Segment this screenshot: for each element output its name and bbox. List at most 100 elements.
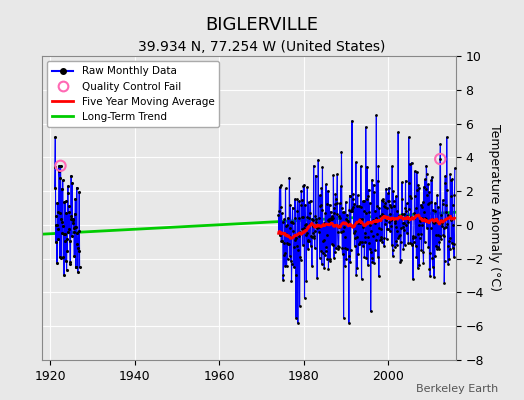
Point	[383, 225, 391, 232]
Point	[373, 231, 381, 237]
Point	[324, 218, 333, 224]
Point	[365, 240, 373, 246]
Point	[354, 250, 363, 257]
Point	[52, 222, 61, 228]
Point	[325, 202, 334, 208]
Point	[418, 222, 426, 228]
Point	[351, 228, 359, 234]
Point	[383, 236, 391, 242]
Point	[71, 264, 80, 270]
Point	[365, 200, 374, 206]
Point	[389, 252, 397, 259]
Point	[326, 208, 335, 215]
Point	[305, 210, 314, 216]
Point	[319, 250, 327, 256]
Point	[401, 241, 409, 248]
Point	[376, 226, 385, 232]
Point	[311, 228, 319, 234]
Point	[60, 199, 69, 205]
Point	[341, 245, 349, 251]
Point	[310, 162, 318, 169]
Point	[369, 182, 378, 188]
Point	[386, 211, 395, 217]
Point	[56, 254, 64, 260]
Point	[417, 230, 425, 237]
Point	[308, 234, 316, 240]
Point	[401, 205, 409, 211]
Point	[62, 258, 70, 264]
Point	[324, 187, 332, 194]
Point	[337, 205, 346, 212]
Point	[441, 173, 450, 179]
Point	[345, 206, 353, 213]
Point	[393, 228, 401, 234]
Point	[279, 272, 288, 278]
Point	[292, 242, 301, 249]
Point	[287, 219, 296, 225]
Point	[346, 247, 355, 253]
Point	[407, 195, 415, 202]
Point	[384, 226, 392, 232]
Point	[339, 228, 347, 234]
Point	[68, 216, 77, 223]
Point	[283, 222, 291, 228]
Point	[361, 230, 369, 236]
Point	[319, 238, 328, 245]
Point	[394, 234, 402, 241]
Point	[354, 192, 362, 198]
Point	[410, 214, 418, 221]
Point	[331, 191, 340, 198]
Point	[430, 218, 438, 225]
Point	[69, 224, 78, 231]
Point	[277, 210, 286, 217]
Point	[65, 226, 73, 232]
Point	[362, 124, 370, 130]
Point	[329, 214, 337, 221]
Point	[341, 263, 349, 269]
Point	[425, 189, 433, 196]
Point	[442, 209, 451, 215]
Point	[293, 208, 301, 214]
Point	[422, 216, 430, 222]
Point	[370, 247, 379, 253]
Point	[73, 241, 82, 248]
Point	[403, 218, 412, 225]
Text: BIGLERVILLE: BIGLERVILLE	[205, 16, 319, 34]
Point	[411, 193, 419, 199]
Point	[437, 212, 445, 218]
Point	[400, 227, 408, 233]
Point	[304, 199, 313, 205]
Point	[59, 254, 68, 260]
Point	[392, 242, 401, 248]
Point	[426, 273, 434, 279]
Point	[368, 232, 377, 239]
Point	[313, 224, 322, 230]
Point	[417, 247, 425, 254]
Point	[400, 210, 409, 217]
Point	[342, 216, 350, 222]
Point	[69, 216, 78, 222]
Point	[429, 264, 437, 270]
Point	[56, 162, 64, 169]
Point	[427, 177, 435, 184]
Point	[412, 254, 421, 260]
Point	[432, 243, 440, 249]
Point	[413, 265, 422, 271]
Point	[295, 198, 303, 204]
Point	[429, 219, 437, 226]
Point	[416, 234, 424, 241]
Point	[367, 254, 376, 261]
Point	[419, 260, 428, 266]
Point	[377, 234, 385, 240]
Point	[404, 240, 412, 246]
Point	[70, 228, 78, 235]
Point	[280, 252, 288, 258]
Point	[348, 206, 357, 212]
Point	[418, 215, 427, 221]
Point	[418, 204, 427, 211]
Point	[285, 174, 293, 181]
Point	[75, 264, 84, 270]
Point	[404, 216, 412, 223]
Point	[431, 200, 439, 206]
Point	[67, 216, 75, 222]
